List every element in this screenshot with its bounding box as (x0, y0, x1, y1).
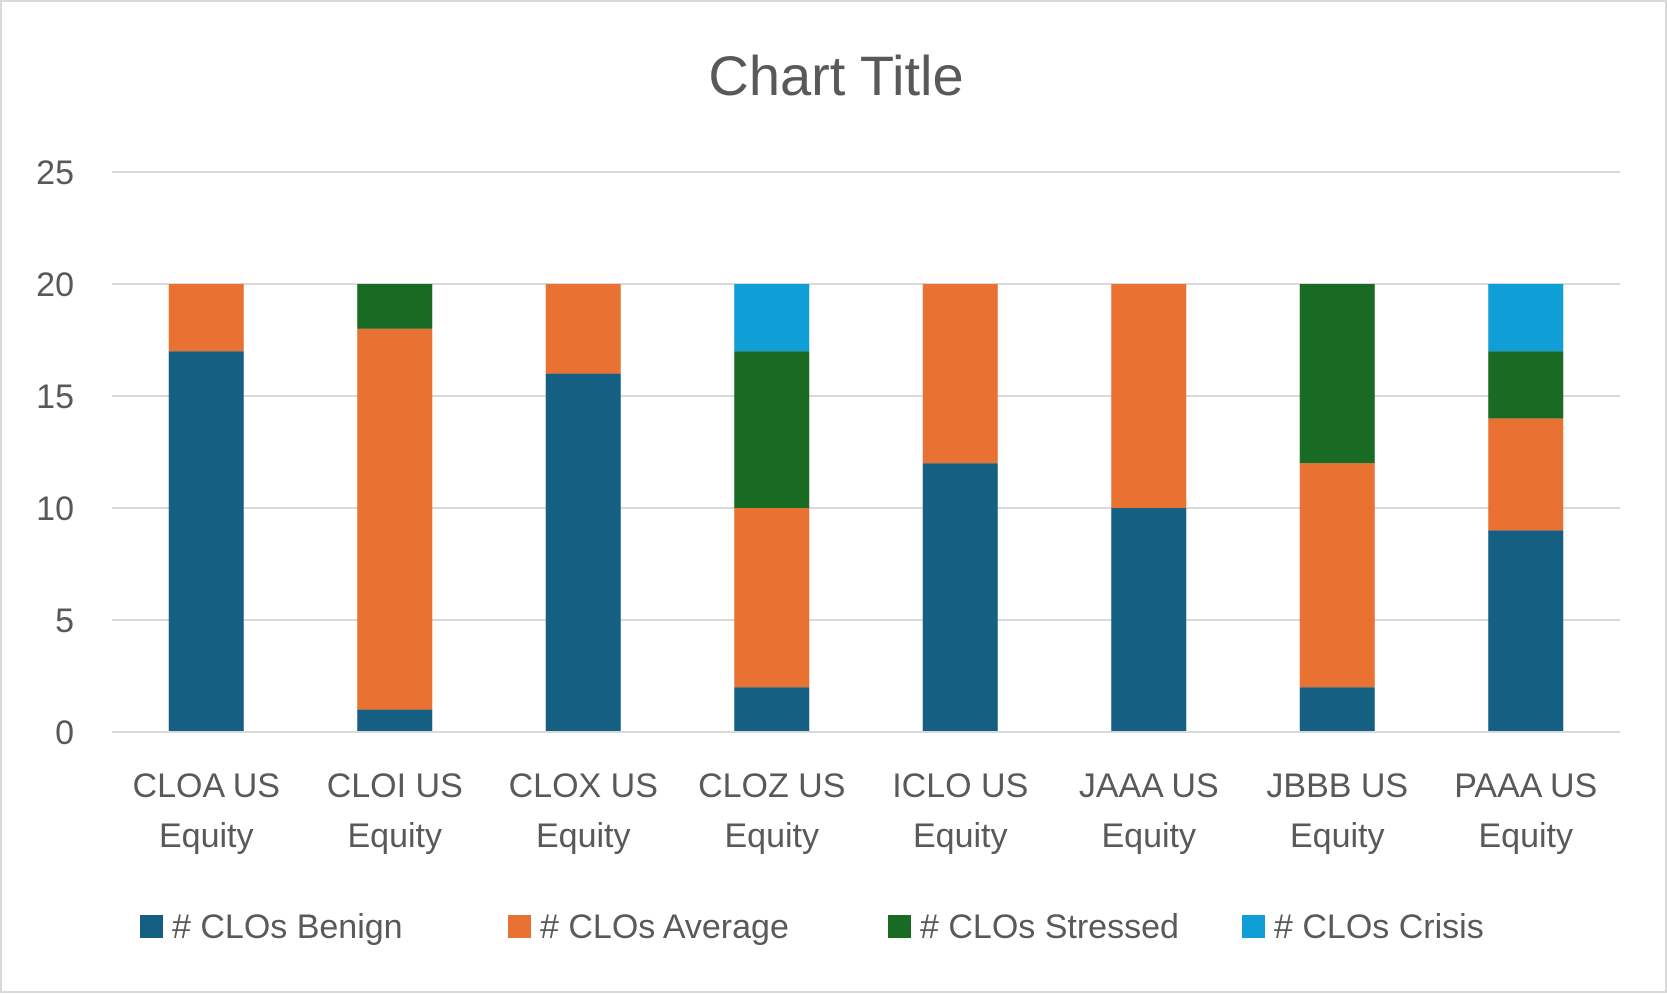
bar-segment-1-cat-7[interactable] (1299, 687, 1375, 732)
bar-segment-2-cat-3[interactable] (545, 284, 621, 374)
legend-label: # CLOs Crisis (1274, 908, 1484, 946)
x-category-label: Equity (536, 817, 631, 855)
x-category-label: JBBB US (1266, 767, 1408, 805)
legend-label: # CLOs Stressed (920, 908, 1179, 946)
y-tick-label: 0 (55, 714, 74, 752)
y-tick-label: 10 (36, 490, 74, 528)
bar-segment-3-cat-7[interactable] (1299, 284, 1375, 464)
x-category-label: CLOZ US (698, 767, 845, 805)
legend-label: # CLOs Benign (172, 908, 403, 946)
x-category-label: Equity (1102, 817, 1197, 855)
x-category-label: Equity (348, 817, 443, 855)
legend-swatch (888, 915, 911, 938)
x-category-label: CLOA US (133, 767, 280, 805)
x-category-label: CLOX US (509, 767, 658, 805)
x-category-label: PAAA US (1454, 767, 1597, 805)
bars (168, 284, 1564, 732)
bar-segment-3-cat-4[interactable] (734, 351, 810, 508)
bar-segment-1-cat-6[interactable] (1111, 508, 1187, 732)
x-axis-categories: CLOA US Equity CLOI US Equity CLOX US Equity C… (133, 767, 1598, 855)
x-category-label: CLOI US (327, 767, 463, 805)
gridlines (112, 171, 1620, 621)
bar-segment-2-cat-8[interactable] (1488, 418, 1564, 531)
x-category-label: Equity (159, 817, 254, 855)
legend-item[interactable]: # CLOs Crisis (1242, 908, 1484, 946)
bar-segment-1-cat-2[interactable] (357, 709, 433, 732)
x-category-label: Equity (725, 817, 820, 855)
legend-item[interactable]: # CLOs Stressed (888, 908, 1179, 946)
x-category-label: Equity (1290, 817, 1385, 855)
bar-segment-3-cat-2[interactable] (357, 284, 433, 329)
bar-segment-1-cat-1[interactable] (168, 351, 244, 732)
legend-swatch (1242, 915, 1265, 938)
x-category-label: JAAA US (1079, 767, 1219, 805)
x-category-label: ICLO US (892, 767, 1028, 805)
y-tick-label: 25 (36, 154, 74, 192)
bar-segment-1-cat-5[interactable] (922, 463, 998, 732)
chart-title: Chart Title (708, 44, 963, 107)
legend[interactable]: # CLOs Benign # CLOs Average # CLOs Stress… (140, 908, 1484, 946)
bar-segment-2-cat-6[interactable] (1111, 284, 1187, 508)
bar-segment-1-cat-4[interactable] (734, 687, 810, 732)
bar-segment-3-cat-8[interactable] (1488, 351, 1564, 419)
bar-segment-1-cat-8[interactable] (1488, 530, 1564, 732)
legend-swatch (508, 915, 531, 938)
y-tick-label: 20 (36, 266, 74, 304)
legend-swatch (140, 915, 163, 938)
y-axis-ticks: 0 5 10 15 20 25 (36, 154, 74, 752)
x-category-label: Equity (913, 817, 1008, 855)
bar-segment-4-cat-4[interactable] (734, 284, 810, 352)
x-category-label: Equity (1479, 817, 1574, 855)
bar-segment-2-cat-4[interactable] (734, 508, 810, 688)
bar-segment-2-cat-7[interactable] (1299, 463, 1375, 688)
bar-segment-1-cat-3[interactable] (545, 373, 621, 732)
bar-segment-2-cat-5[interactable] (922, 284, 998, 464)
y-tick-label: 15 (36, 378, 74, 416)
legend-label: # CLOs Average (540, 908, 789, 946)
bar-segment-4-cat-8[interactable] (1488, 284, 1564, 352)
legend-item[interactable]: # CLOs Benign (140, 908, 403, 946)
bar-segment-2-cat-1[interactable] (168, 284, 244, 352)
y-tick-label: 5 (55, 602, 74, 640)
legend-item[interactable]: # CLOs Average (508, 908, 789, 946)
bar-segment-2-cat-2[interactable] (357, 328, 433, 710)
